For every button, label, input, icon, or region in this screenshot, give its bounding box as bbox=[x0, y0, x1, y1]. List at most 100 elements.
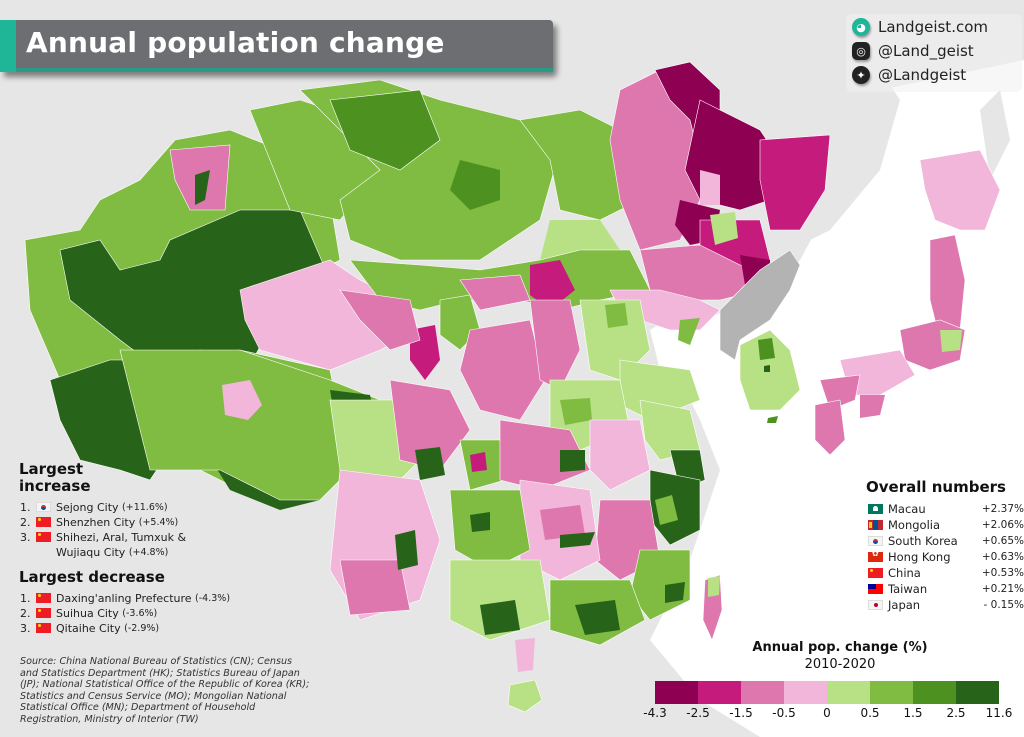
region-sichuan bbox=[389, 379, 471, 471]
region-ulaanbaatar bbox=[450, 160, 500, 210]
legend-title: Annual pop. change (%) bbox=[752, 640, 928, 655]
region-heilongjiang-east bbox=[759, 134, 831, 231]
source-note: Source: China National Bureau of Statist… bbox=[20, 656, 310, 725]
china-flag-icon bbox=[36, 623, 51, 633]
china-flag-icon bbox=[36, 608, 51, 618]
china-flag-icon bbox=[868, 568, 883, 578]
social-website[interactable]: ◕ Landgeist.com bbox=[852, 18, 988, 36]
legend-swatch bbox=[784, 681, 827, 704]
taiwan-north bbox=[708, 576, 720, 597]
country-name: China bbox=[888, 566, 921, 580]
china-flag-icon bbox=[36, 517, 51, 527]
social-website-label: Landgeist.com bbox=[878, 18, 988, 36]
overall-row-macau: Macau +2.37% bbox=[866, 501, 1024, 517]
title-banner: Annual population change bbox=[0, 20, 553, 72]
region-value: (+4.8%) bbox=[128, 547, 169, 558]
largest-increase-heading: Largest increase bbox=[19, 461, 91, 495]
rank-number: 3. bbox=[20, 622, 31, 635]
region-mongolia-dark bbox=[329, 89, 441, 171]
region-value: (+11.6%) bbox=[122, 502, 168, 513]
largest-decrease-heading: Largest decrease bbox=[19, 568, 165, 586]
social-instagram[interactable]: ◎ @Land_geist bbox=[852, 42, 974, 60]
region-daqing bbox=[710, 212, 738, 245]
chugoku bbox=[819, 374, 861, 411]
region-wulanchabu bbox=[530, 260, 575, 310]
rank-number: 1. bbox=[20, 501, 31, 514]
page-title: Annual population change bbox=[26, 26, 445, 59]
legend-tick-labels: -4.3 -2.5 -1.5 -0.5 0 0.5 1.5 2.5 11.6 bbox=[640, 706, 1024, 722]
country-value: +2.06% bbox=[981, 519, 1024, 531]
country-value: +0.63% bbox=[981, 551, 1024, 563]
region-chongqing-pink bbox=[470, 452, 487, 472]
country-value: +0.65% bbox=[981, 535, 1024, 547]
social-instagram-label: @Land_geist bbox=[878, 42, 974, 60]
social-twitter[interactable]: ✦ @Landgeist bbox=[852, 66, 966, 84]
rank-number: 2. bbox=[20, 516, 31, 529]
region-chengdu bbox=[415, 447, 445, 480]
region-leizhou bbox=[515, 638, 535, 672]
region-zhejiang-light bbox=[655, 495, 678, 525]
list-item: 1. Daxing'anling Prefecture (-4.3%) bbox=[20, 591, 230, 606]
overall-row-japan: Japan - 0.15% bbox=[866, 597, 1024, 613]
list-item: 3. Qitaihe City (-2.9%) bbox=[20, 621, 230, 636]
region-kunming bbox=[395, 530, 418, 570]
region-gansu bbox=[339, 289, 421, 351]
list-item: 2. Suihua City (-3.6%) bbox=[20, 606, 230, 621]
china-flag-icon bbox=[36, 532, 51, 542]
region-changsha bbox=[560, 532, 595, 548]
legend-swatch bbox=[827, 681, 870, 704]
tokyo bbox=[940, 330, 962, 352]
legend-tick: 0 bbox=[823, 706, 831, 720]
largest-decrease-list: 1. Daxing'anling Prefecture (-4.3%) 2. S… bbox=[20, 591, 230, 636]
social-links: ◕ Landgeist.com ◎ @Land_geist ✦ @Landgei… bbox=[846, 14, 1022, 92]
legend-subtitle: 2010-2020 bbox=[804, 657, 876, 672]
social-twitter-label: @Landgeist bbox=[878, 66, 967, 84]
legend-tick: 11.6 bbox=[985, 706, 1013, 720]
mongolia-flag-icon bbox=[868, 520, 883, 530]
overall-numbers-panel: Overall numbers Macau +2.37% Mongolia +2… bbox=[866, 478, 1024, 613]
legend-swatch bbox=[741, 681, 784, 704]
region-shaanxi bbox=[459, 319, 546, 421]
country-name: Hong Kong bbox=[888, 550, 951, 564]
japan-flag-icon bbox=[868, 600, 883, 610]
overall-numbers-heading: Overall numbers bbox=[866, 478, 1006, 496]
region-value: (+5.4%) bbox=[138, 517, 179, 528]
country-name: South Korea bbox=[888, 534, 958, 548]
region-hunan-pink bbox=[540, 505, 585, 540]
russia-far-east bbox=[790, 70, 900, 250]
legend-tick: 2.5 bbox=[946, 706, 966, 720]
region-wuhan bbox=[560, 450, 585, 472]
overall-row-mongolia: Mongolia +2.06% bbox=[866, 517, 1024, 533]
country-value: +0.21% bbox=[981, 583, 1024, 595]
instagram-icon: ◎ bbox=[852, 42, 870, 60]
country-name: Macau bbox=[888, 502, 926, 516]
hokkaido bbox=[919, 149, 1001, 231]
legend-swatch bbox=[655, 681, 698, 704]
region-name: Shenzhen City bbox=[56, 516, 136, 529]
heading-line: Largest bbox=[19, 460, 84, 478]
north-korea bbox=[719, 249, 801, 361]
rank-number: 1. bbox=[20, 592, 31, 605]
region-guiyang bbox=[470, 512, 490, 532]
rank-number: 2. bbox=[20, 607, 31, 620]
region-mongolia-east bbox=[519, 109, 641, 221]
region-value: (-3.6%) bbox=[122, 608, 158, 619]
twitter-icon: ✦ bbox=[852, 66, 870, 84]
legend-tick: 0.5 bbox=[860, 706, 880, 720]
region-qiqihar bbox=[700, 170, 720, 205]
jeju bbox=[767, 416, 778, 423]
list-item: 2. Shenzhen City (+5.4%) bbox=[20, 515, 186, 530]
list-item: 3. Shihezi, Aral, Tumxuk & bbox=[20, 530, 186, 545]
region-value: (-2.9%) bbox=[124, 623, 160, 634]
region-dalian bbox=[678, 318, 700, 345]
south-korea-flag-icon bbox=[868, 536, 883, 546]
legend-tick: 1.5 bbox=[903, 706, 923, 720]
south-korea-flag-icon bbox=[36, 502, 51, 512]
legend-color-bar bbox=[655, 681, 999, 704]
region-shihezi bbox=[195, 170, 210, 205]
legend-tick: -4.3 bbox=[643, 706, 667, 720]
country-value: +0.53% bbox=[981, 567, 1024, 579]
overall-row-china: China +0.53% bbox=[866, 565, 1024, 581]
